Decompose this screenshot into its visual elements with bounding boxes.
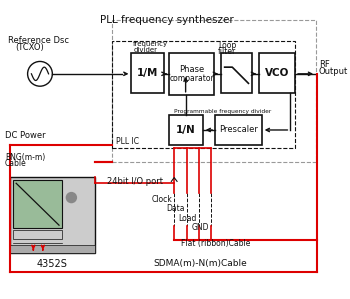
Bar xyxy=(169,115,203,145)
Text: 4352S: 4352S xyxy=(37,260,68,269)
Bar xyxy=(112,19,316,162)
Text: BNG(m-m): BNG(m-m) xyxy=(5,153,45,162)
Bar xyxy=(112,40,295,148)
Bar xyxy=(131,53,164,93)
Text: Output: Output xyxy=(319,67,348,76)
Text: DC Power: DC Power xyxy=(5,131,46,140)
Text: 1/N: 1/N xyxy=(176,125,196,135)
Text: Flat (ribbon)Cable: Flat (ribbon)Cable xyxy=(181,239,250,248)
Text: Data: Data xyxy=(166,204,185,213)
Circle shape xyxy=(66,192,77,203)
Text: Clock: Clock xyxy=(152,195,172,204)
Text: SDMA(m)-N(m)Cable: SDMA(m)-N(m)Cable xyxy=(153,260,247,269)
Text: divider: divider xyxy=(133,47,157,53)
Text: Programmable frequency divider: Programmable frequency divider xyxy=(174,109,272,114)
Text: 1/M: 1/M xyxy=(137,68,158,78)
Text: Load: Load xyxy=(178,214,197,223)
Text: RF: RF xyxy=(319,60,330,68)
Text: Loop: Loop xyxy=(218,42,236,51)
Bar xyxy=(169,53,214,95)
Bar xyxy=(13,180,62,228)
Text: Cable: Cable xyxy=(5,159,27,169)
Bar xyxy=(9,245,95,253)
Bar xyxy=(9,177,95,253)
Text: GND: GND xyxy=(192,223,209,232)
Text: Prescaler: Prescaler xyxy=(219,126,258,135)
Bar xyxy=(259,53,295,93)
Text: PLL frequency syntheszer: PLL frequency syntheszer xyxy=(100,15,233,25)
Text: Reference Dsc: Reference Dsc xyxy=(8,36,69,45)
Text: comparator: comparator xyxy=(169,74,214,83)
Text: 24bit I/O port: 24bit I/O port xyxy=(107,177,163,186)
Bar xyxy=(221,53,252,93)
Text: VCO: VCO xyxy=(265,68,289,78)
Bar xyxy=(215,115,262,145)
Text: filter: filter xyxy=(218,47,236,56)
Text: PLL IC: PLL IC xyxy=(116,137,139,146)
Text: (TCXO): (TCXO) xyxy=(15,43,44,52)
Bar xyxy=(13,230,62,239)
Text: frequency: frequency xyxy=(133,42,168,48)
Text: Phase: Phase xyxy=(179,65,204,74)
